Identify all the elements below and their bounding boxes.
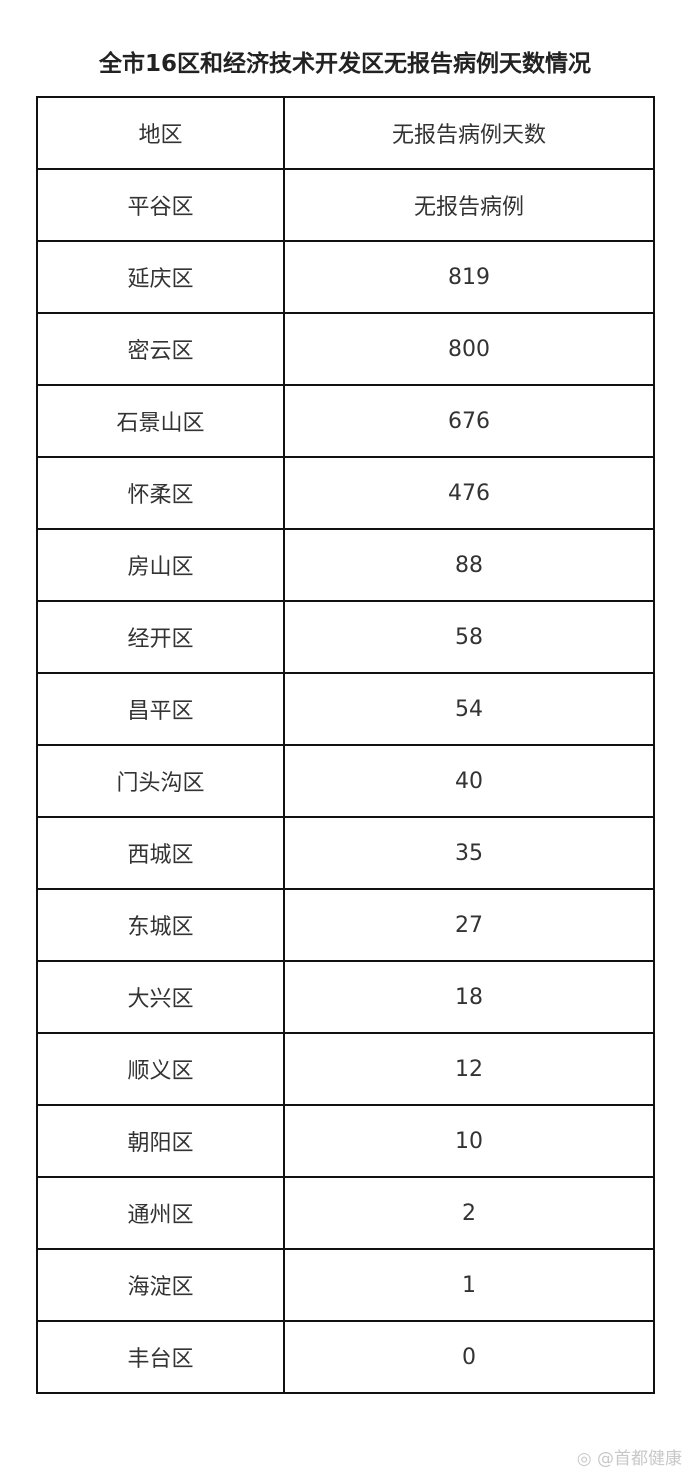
region-cell: 石景山区 xyxy=(36,384,285,458)
days-cell: 1 xyxy=(283,1248,655,1322)
days-cell: 676 xyxy=(283,384,655,458)
days-cell: 819 xyxy=(283,240,655,314)
table-row: 海淀区 1 xyxy=(36,1248,655,1322)
region-cell: 东城区 xyxy=(36,888,285,962)
region-cell: 西城区 xyxy=(36,816,285,890)
days-cell: 12 xyxy=(283,1032,655,1106)
weibo-icon: ◎ xyxy=(576,1449,592,1469)
table-row: 门头沟区 40 xyxy=(36,744,655,818)
days-cell: 58 xyxy=(283,600,655,674)
region-cell: 朝阳区 xyxy=(36,1104,285,1178)
region-cell: 平谷区 xyxy=(36,168,285,242)
days-cell: 27 xyxy=(283,888,655,962)
region-cell: 延庆区 xyxy=(36,240,285,314)
region-cell: 房山区 xyxy=(36,528,285,602)
table-row: 丰台区 0 xyxy=(36,1320,655,1394)
days-cell: 35 xyxy=(283,816,655,890)
data-table: 地区 无报告病例天数 平谷区 无报告病例 延庆区 819 密云区 800 石景山区 676 怀柔… xyxy=(36,96,655,1394)
days-cell: 40 xyxy=(283,744,655,818)
region-cell: 门头沟区 xyxy=(36,744,285,818)
table-row: 平谷区 无报告病例 xyxy=(36,168,655,242)
table-row: 怀柔区 476 xyxy=(36,456,655,530)
weibo-watermark: ◎ @首都健康 xyxy=(576,1449,682,1469)
region-cell: 密云区 xyxy=(36,312,285,386)
table-row: 石景山区 676 xyxy=(36,384,655,458)
table-row: 经开区 58 xyxy=(36,600,655,674)
region-cell: 大兴区 xyxy=(36,960,285,1034)
table-header-row: 地区 无报告病例天数 xyxy=(36,96,655,170)
days-cell: 无报告病例 xyxy=(283,168,655,242)
table-row: 昌平区 54 xyxy=(36,672,655,746)
header-days: 无报告病例天数 xyxy=(283,96,655,170)
header-region: 地区 xyxy=(36,96,285,170)
days-cell: 2 xyxy=(283,1176,655,1250)
days-cell: 0 xyxy=(283,1320,655,1394)
days-cell: 10 xyxy=(283,1104,655,1178)
days-cell: 18 xyxy=(283,960,655,1034)
region-cell: 通州区 xyxy=(36,1176,285,1250)
table-row: 房山区 88 xyxy=(36,528,655,602)
days-cell: 800 xyxy=(283,312,655,386)
region-cell: 经开区 xyxy=(36,600,285,674)
table-row: 通州区 2 xyxy=(36,1176,655,1250)
table-row: 大兴区 18 xyxy=(36,960,655,1034)
region-cell: 顺义区 xyxy=(36,1032,285,1106)
table-row: 西城区 35 xyxy=(36,816,655,890)
page-title: 全市16区和经济技术开发区无报告病例天数情况 xyxy=(98,51,591,77)
table-row: 延庆区 819 xyxy=(36,240,655,314)
region-cell: 丰台区 xyxy=(36,1320,285,1394)
region-cell: 怀柔区 xyxy=(36,456,285,530)
table-row: 东城区 27 xyxy=(36,888,655,962)
table-row: 朝阳区 10 xyxy=(36,1104,655,1178)
days-cell: 88 xyxy=(283,528,655,602)
days-cell: 476 xyxy=(283,456,655,530)
region-cell: 昌平区 xyxy=(36,672,285,746)
table-row: 顺义区 12 xyxy=(36,1032,655,1106)
region-cell: 海淀区 xyxy=(36,1248,285,1322)
days-cell: 54 xyxy=(283,672,655,746)
table-row: 密云区 800 xyxy=(36,312,655,386)
